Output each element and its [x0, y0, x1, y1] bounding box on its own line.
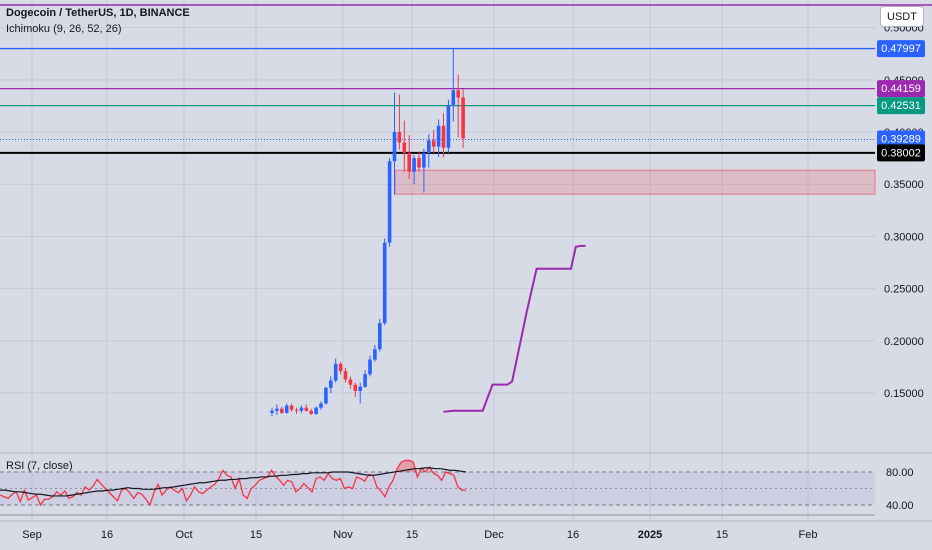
zone-rect [394, 169, 876, 195]
grid [0, 0, 932, 520]
candle-body [417, 158, 421, 168]
candle-body [343, 371, 348, 380]
price-label-text: 0.42531 [881, 100, 921, 112]
candle-body [412, 158, 416, 172]
candle-body [289, 405, 294, 410]
candle-body [382, 242, 387, 324]
time-tick-label: 15 [406, 529, 418, 541]
chart-title: Dogecoin / TetherUS, 1D, BINANCE [6, 7, 190, 19]
rsi-overbought-fill [222, 460, 434, 472]
candle-body [299, 407, 304, 411]
rsi-ma-line [0, 467, 467, 497]
rsi-tick-label: 80.00 [886, 467, 914, 479]
time-tick-label: Sep [22, 529, 42, 541]
candle-body [270, 410, 274, 413]
time-axis-bg [0, 521, 932, 550]
price-label-text: 0.39289 [881, 133, 921, 145]
candle-body [392, 132, 397, 162]
horizontal-lines [0, 47, 875, 154]
time-tick-label: 2025 [638, 529, 662, 541]
time-tick-label: 15 [250, 529, 262, 541]
candle-body [353, 384, 358, 391]
time-tick-label: Dec [484, 529, 504, 541]
price-label-text: 0.44159 [881, 83, 921, 95]
candle-body [309, 410, 313, 414]
rsi-pane [0, 452, 932, 516]
candle-body [363, 374, 367, 387]
candle-body [280, 408, 284, 413]
candle-body [378, 323, 382, 350]
price-tick-label: 0.25000 [884, 284, 924, 296]
candle-body [456, 90, 460, 98]
candle-body [329, 380, 333, 388]
time-tick-label: Feb [799, 529, 818, 541]
time-axis: Sep 16 Oct 15 Nov 15 Dec 16 2025 15 Feb [0, 520, 932, 550]
time-tick-label: 15 [716, 529, 728, 541]
candle-body [358, 386, 362, 391]
candle-body [275, 408, 279, 411]
indicator-label: Ichimoku (9, 26, 52, 26) [6, 23, 122, 35]
price-labels: 0.479970.441590.425310.3928914:31:470.38… [877, 40, 925, 162]
price-label-box [877, 144, 925, 162]
candle-body [284, 405, 289, 413]
candle-body [304, 407, 309, 411]
price-label-text: 0.47997 [881, 43, 921, 55]
candle-body [431, 140, 436, 147]
ichimoku-span [443, 244, 586, 413]
candle-body [319, 403, 323, 408]
rsi-label: RSI (7, close) [6, 460, 73, 472]
candle-body [422, 152, 426, 168]
rsi-tick-label: 40.00 [886, 500, 914, 512]
price-label-box [877, 80, 925, 98]
time-tick-label: 16 [567, 529, 579, 541]
rejection-zone [394, 169, 876, 195]
candle-body [348, 379, 353, 385]
candle-body [402, 142, 407, 153]
candle-body [436, 125, 441, 147]
candle-body [368, 359, 372, 375]
price-tick-label: 0.30000 [884, 231, 924, 243]
candle-body [461, 97, 465, 139]
price-label-box [877, 97, 925, 115]
candles [270, 48, 465, 416]
ichimoku-line [443, 244, 586, 413]
time-tick-label: Nov [333, 529, 353, 541]
price-tick-label: 0.35000 [884, 179, 924, 191]
candle-body [314, 407, 318, 414]
candle-body [294, 409, 299, 411]
candle-body [333, 363, 338, 381]
candle-body [338, 363, 343, 372]
price-label-text: 0.38002 [881, 147, 921, 159]
candle-body [451, 90, 456, 105]
price-axis: 0.500000.450000.400000.350000.300000.250… [884, 23, 924, 512]
candle-body [397, 132, 402, 143]
candle-body [373, 349, 377, 360]
candle-body [387, 161, 392, 243]
candle-body [441, 125, 446, 148]
candle-body [407, 152, 411, 172]
currency-button[interactable]: USDT [880, 6, 924, 27]
candle-body [324, 387, 328, 404]
price-tick-label: 0.15000 [884, 388, 924, 400]
time-tick-label: 16 [101, 529, 113, 541]
price-tick-label: 0.20000 [884, 336, 924, 348]
candle-body [427, 140, 431, 153]
candle-body [446, 104, 451, 148]
rsi-line [0, 459, 466, 507]
price-label-box [877, 40, 925, 58]
time-tick-label: Oct [175, 529, 192, 541]
